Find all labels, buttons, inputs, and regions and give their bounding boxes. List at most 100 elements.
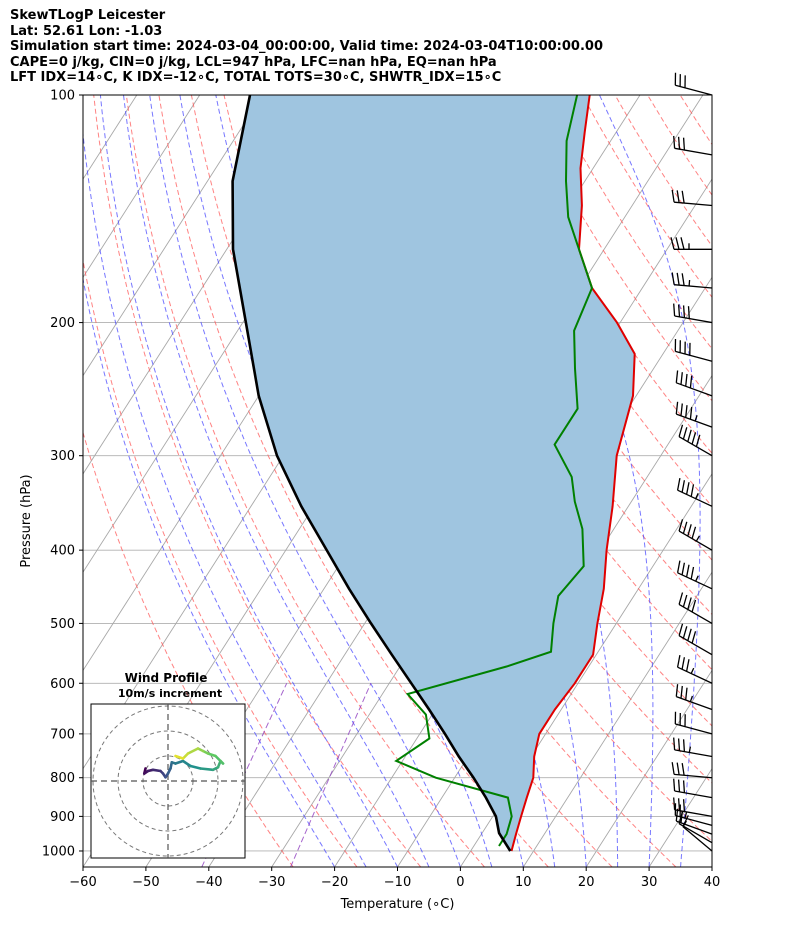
barb-flag xyxy=(691,432,697,445)
barb-staff xyxy=(675,84,713,96)
hodograph-segment xyxy=(189,764,202,770)
isotherm-line xyxy=(83,95,201,279)
isotherm-line xyxy=(0,95,74,867)
dewpoint-line xyxy=(394,95,594,847)
isotherm-line xyxy=(0,95,11,867)
barb-staff xyxy=(678,436,713,457)
barb-flag xyxy=(691,631,697,644)
hodograph-title: Wind Profile xyxy=(125,671,208,685)
parcel-line xyxy=(231,95,512,852)
dry-adiabat xyxy=(484,95,712,454)
wind-barb xyxy=(676,654,713,684)
barb-flag xyxy=(682,521,688,534)
barb-flag xyxy=(687,429,692,442)
y-tick-label: 300 xyxy=(50,449,75,464)
wind-barb xyxy=(671,272,713,289)
wind-barb xyxy=(676,560,713,590)
barb-flag xyxy=(678,623,684,636)
barb-staff xyxy=(674,201,713,207)
x-tick-label: 20 xyxy=(578,875,595,890)
y-tick-label: 900 xyxy=(50,810,75,825)
barb-flag xyxy=(671,762,675,775)
wind-barb xyxy=(676,477,713,507)
barb-flag xyxy=(675,237,680,250)
hodograph-segment xyxy=(199,767,215,772)
barb-staff xyxy=(674,773,713,779)
moist-adiabat xyxy=(149,95,461,867)
cin-shading xyxy=(232,95,635,851)
hodograph-subtitle: 10m/s increment xyxy=(118,687,222,700)
barb-flag xyxy=(690,484,695,497)
barb-flag xyxy=(681,562,686,576)
barb-flag xyxy=(685,687,688,701)
y-tick-label: 800 xyxy=(50,771,75,786)
barb-half-flag xyxy=(695,493,699,499)
hodograph-segment xyxy=(174,754,185,760)
barb-flag xyxy=(691,526,697,539)
x-tick-label: 40 xyxy=(704,875,721,890)
y-tick-label: 400 xyxy=(50,544,75,559)
isotherm-line xyxy=(648,767,712,867)
hodograph-ring xyxy=(117,730,219,832)
barb-flag xyxy=(685,373,688,387)
title-indices-1: CAPE=0 j/kg, CIN=0 j/kg, LCL=947 hPa, LF… xyxy=(10,54,497,70)
barb-flag xyxy=(673,303,676,317)
barb-flag xyxy=(677,136,681,150)
x-tick-label: 0 xyxy=(456,875,464,890)
barb-flag xyxy=(685,482,690,495)
barb-flag xyxy=(682,626,688,639)
x-tick-label: −40 xyxy=(195,875,222,890)
wind-barbs xyxy=(670,72,713,852)
barb-staff xyxy=(678,635,713,656)
barb-flag xyxy=(681,762,685,776)
barb-flag xyxy=(682,739,686,752)
wind-barb xyxy=(670,237,713,250)
barb-flag xyxy=(676,477,681,491)
barb-staff xyxy=(676,820,713,835)
chart-header: SkewTLogP Leicester Lat: 52.61 Lon: -1.0… xyxy=(10,8,603,86)
hodograph-segment xyxy=(181,759,192,768)
dry-adiabat xyxy=(647,95,712,196)
y-tick-label: 500 xyxy=(50,617,75,632)
barb-half-flag xyxy=(695,575,699,582)
barb-flag xyxy=(685,564,690,578)
wind-barb xyxy=(678,592,713,624)
dry-adiabat xyxy=(679,95,712,146)
wind-barb xyxy=(678,424,713,457)
barb-staff xyxy=(674,790,713,799)
wind-barb xyxy=(671,762,713,779)
barb-flag xyxy=(687,597,692,610)
hodograph-segment xyxy=(186,747,200,755)
moist-adiabat xyxy=(99,95,398,867)
barb-flag xyxy=(670,237,675,250)
dry-adiabat xyxy=(93,95,422,867)
barb-flag xyxy=(673,737,676,750)
barb-staff xyxy=(676,382,713,397)
x-tick-label: 30 xyxy=(641,875,658,890)
x-tick-label: 10 xyxy=(515,875,532,890)
moist-adiabat xyxy=(711,862,712,867)
barb-flag xyxy=(687,628,692,641)
x-tick-label: −50 xyxy=(132,875,159,890)
barb-flag xyxy=(678,519,684,532)
temperature-line xyxy=(510,95,636,852)
wind-barb xyxy=(675,370,713,397)
barb-flag xyxy=(677,779,681,792)
barb-flag xyxy=(682,427,688,440)
barb-flag xyxy=(682,305,686,318)
moist-adiabat xyxy=(123,95,430,867)
wind-barb xyxy=(673,778,713,799)
barb-flag xyxy=(676,272,680,286)
title-latlon: Lat: 52.61 Lon: -1.03 xyxy=(10,23,163,39)
barb-staff xyxy=(675,814,713,827)
wind-barb xyxy=(673,135,713,156)
wind-barb xyxy=(674,338,713,362)
barb-staff xyxy=(676,413,713,428)
dry-adiabat xyxy=(713,95,794,867)
y-tick-label: 600 xyxy=(50,677,75,692)
isotherm-line xyxy=(522,571,712,867)
barb-staff xyxy=(676,695,713,711)
barb-flag xyxy=(680,685,683,699)
barb-flag xyxy=(673,778,676,792)
